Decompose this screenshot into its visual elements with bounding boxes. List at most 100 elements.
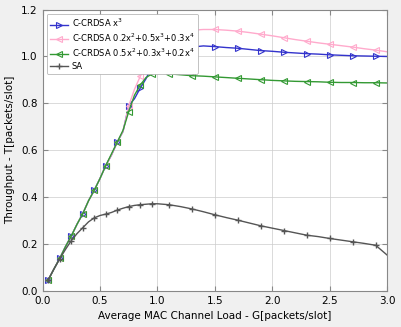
- C-CRDSA 0.5x$^2$+0.3x$^3$+0.2x$^4$: [362, 81, 367, 85]
- C-CRDSA 0.5x$^2$+0.3x$^3$+0.2x$^4$: [57, 256, 62, 260]
- C-CRDSA 0.2x$^2$+0.5x$^3$+0.3x$^4$: [304, 39, 309, 43]
- C-CRDSA 0.2x$^2$+0.5x$^3$+0.3x$^4$: [126, 104, 131, 108]
- C-CRDSA 0.5x$^2$+0.3x$^3$+0.2x$^4$: [97, 177, 102, 181]
- C-CRDSA x$^3$: [46, 278, 51, 282]
- C-CRDSA 0.5x$^2$+0.3x$^3$+0.2x$^4$: [115, 140, 119, 144]
- C-CRDSA x$^3$: [109, 153, 114, 157]
- SA: [144, 202, 148, 206]
- C-CRDSA x$^3$: [69, 234, 74, 238]
- C-CRDSA x$^3$: [258, 49, 263, 53]
- C-CRDSA x$^3$: [362, 54, 367, 58]
- SA: [155, 202, 160, 206]
- SA: [75, 232, 79, 235]
- C-CRDSA 0.2x$^2$+0.5x$^3$+0.3x$^4$: [327, 42, 332, 46]
- C-CRDSA 0.2x$^2$+0.5x$^3$+0.3x$^4$: [258, 32, 263, 36]
- SA: [126, 205, 131, 209]
- SA: [103, 212, 108, 216]
- C-CRDSA 0.2x$^2$+0.5x$^3$+0.3x$^4$: [247, 31, 252, 35]
- C-CRDSA 0.5x$^2$+0.3x$^3$+0.2x$^4$: [316, 80, 321, 84]
- C-CRDSA 0.2x$^2$+0.5x$^3$+0.3x$^4$: [109, 153, 114, 157]
- C-CRDSA 0.2x$^2$+0.5x$^3$+0.3x$^4$: [270, 34, 275, 38]
- C-CRDSA 0.2x$^2$+0.5x$^3$+0.3x$^4$: [121, 129, 126, 133]
- SA: [97, 214, 102, 217]
- SA: [213, 213, 217, 217]
- SA: [46, 278, 51, 282]
- C-CRDSA 0.5x$^2$+0.3x$^3$+0.2x$^4$: [304, 79, 309, 83]
- C-CRDSA 0.5x$^2$+0.3x$^3$+0.2x$^4$: [327, 80, 332, 84]
- SA: [132, 203, 137, 207]
- C-CRDSA 0.2x$^2$+0.5x$^3$+0.3x$^4$: [166, 33, 171, 37]
- SA: [166, 203, 171, 207]
- SA: [149, 202, 154, 206]
- C-CRDSA 0.5x$^2$+0.3x$^3$+0.2x$^4$: [149, 72, 154, 76]
- SA: [92, 216, 97, 220]
- C-CRDSA x$^3$: [103, 164, 108, 167]
- SA: [69, 239, 74, 243]
- C-CRDSA 0.5x$^2$+0.3x$^3$+0.2x$^4$: [190, 74, 194, 78]
- C-CRDSA 0.2x$^2$+0.5x$^3$+0.3x$^4$: [75, 222, 79, 226]
- C-CRDSA x$^3$: [86, 199, 91, 203]
- C-CRDSA 0.5x$^2$+0.3x$^3$+0.2x$^4$: [144, 76, 148, 79]
- C-CRDSA 0.5x$^2$+0.3x$^3$+0.2x$^4$: [166, 72, 171, 76]
- Line: C-CRDSA 0.2x$^2$+0.5x$^3$+0.3x$^4$: C-CRDSA 0.2x$^2$+0.5x$^3$+0.3x$^4$: [46, 27, 390, 283]
- SA: [80, 226, 85, 230]
- C-CRDSA 0.5x$^2$+0.3x$^3$+0.2x$^4$: [178, 73, 183, 77]
- C-CRDSA 0.2x$^2$+0.5x$^3$+0.3x$^4$: [149, 52, 154, 56]
- C-CRDSA 0.2x$^2$+0.5x$^3$+0.3x$^4$: [57, 256, 62, 260]
- C-CRDSA 0.5x$^2$+0.3x$^3$+0.2x$^4$: [86, 199, 91, 203]
- C-CRDSA 0.2x$^2$+0.5x$^3$+0.3x$^4$: [178, 30, 183, 34]
- SA: [270, 226, 275, 230]
- C-CRDSA x$^3$: [316, 52, 321, 56]
- C-CRDSA 0.5x$^2$+0.3x$^3$+0.2x$^4$: [213, 75, 217, 79]
- C-CRDSA 0.5x$^2$+0.3x$^3$+0.2x$^4$: [373, 81, 378, 85]
- C-CRDSA x$^3$: [97, 177, 102, 181]
- C-CRDSA 0.2x$^2$+0.5x$^3$+0.3x$^4$: [115, 140, 119, 144]
- SA: [201, 210, 206, 214]
- C-CRDSA x$^3$: [80, 212, 85, 215]
- C-CRDSA 0.2x$^2$+0.5x$^3$+0.3x$^4$: [201, 27, 206, 31]
- SA: [304, 233, 309, 237]
- C-CRDSA 0.5x$^2$+0.3x$^3$+0.2x$^4$: [92, 188, 97, 192]
- C-CRDSA 0.5x$^2$+0.3x$^3$+0.2x$^4$: [46, 278, 51, 282]
- C-CRDSA x$^3$: [149, 65, 154, 69]
- SA: [316, 235, 321, 239]
- C-CRDSA x$^3$: [350, 54, 355, 58]
- C-CRDSA 0.2x$^2$+0.5x$^3$+0.3x$^4$: [92, 188, 97, 192]
- C-CRDSA x$^3$: [224, 45, 229, 49]
- C-CRDSA 0.5x$^2$+0.3x$^3$+0.2x$^4$: [235, 76, 240, 80]
- C-CRDSA 0.5x$^2$+0.3x$^3$+0.2x$^4$: [126, 110, 131, 113]
- C-CRDSA 0.5x$^2$+0.3x$^3$+0.2x$^4$: [138, 83, 143, 87]
- C-CRDSA 0.5x$^2$+0.3x$^3$+0.2x$^4$: [63, 245, 68, 249]
- SA: [373, 243, 378, 247]
- SA: [57, 257, 62, 261]
- C-CRDSA 0.2x$^2$+0.5x$^3$+0.3x$^4$: [69, 234, 74, 238]
- C-CRDSA 0.2x$^2$+0.5x$^3$+0.3x$^4$: [213, 27, 217, 31]
- C-CRDSA x$^3$: [92, 188, 97, 192]
- C-CRDSA x$^3$: [304, 52, 309, 56]
- C-CRDSA x$^3$: [339, 53, 344, 57]
- C-CRDSA 0.5x$^2$+0.3x$^3$+0.2x$^4$: [282, 79, 286, 83]
- SA: [385, 253, 390, 257]
- C-CRDSA 0.5x$^2$+0.3x$^3$+0.2x$^4$: [109, 152, 114, 156]
- Y-axis label: Throughput - T[packets/slot]: Throughput - T[packets/slot]: [6, 76, 16, 224]
- C-CRDSA 0.5x$^2$+0.3x$^3$+0.2x$^4$: [155, 71, 160, 75]
- SA: [178, 205, 183, 209]
- Line: C-CRDSA 0.5x$^2$+0.3x$^3$+0.2x$^4$: C-CRDSA 0.5x$^2$+0.3x$^3$+0.2x$^4$: [46, 70, 390, 283]
- C-CRDSA x$^3$: [247, 47, 252, 51]
- C-CRDSA 0.5x$^2$+0.3x$^3$+0.2x$^4$: [258, 78, 263, 82]
- Line: C-CRDSA x$^3$: C-CRDSA x$^3$: [46, 43, 390, 283]
- C-CRDSA 0.2x$^2$+0.5x$^3$+0.3x$^4$: [339, 44, 344, 48]
- Legend: C-CRDSA x$^3$, C-CRDSA 0.2x$^2$+0.5x$^3$+0.3x$^4$, C-CRDSA 0.5x$^2$+0.3x$^3$+0.2: C-CRDSA x$^3$, C-CRDSA 0.2x$^2$+0.5x$^3$…: [47, 14, 198, 74]
- C-CRDSA 0.2x$^2$+0.5x$^3$+0.3x$^4$: [46, 278, 51, 282]
- SA: [247, 221, 252, 225]
- C-CRDSA x$^3$: [235, 46, 240, 50]
- C-CRDSA x$^3$: [327, 53, 332, 57]
- X-axis label: Average MAC Channel Load - G[packets/slot]: Average MAC Channel Load - G[packets/slo…: [98, 311, 332, 321]
- C-CRDSA x$^3$: [213, 45, 217, 49]
- C-CRDSA 0.2x$^2$+0.5x$^3$+0.3x$^4$: [350, 45, 355, 49]
- C-CRDSA 0.2x$^2$+0.5x$^3$+0.3x$^4$: [80, 212, 85, 215]
- C-CRDSA 0.2x$^2$+0.5x$^3$+0.3x$^4$: [385, 50, 390, 54]
- C-CRDSA 0.5x$^2$+0.3x$^3$+0.2x$^4$: [270, 78, 275, 82]
- SA: [52, 267, 57, 271]
- C-CRDSA 0.2x$^2$+0.5x$^3$+0.3x$^4$: [63, 245, 68, 249]
